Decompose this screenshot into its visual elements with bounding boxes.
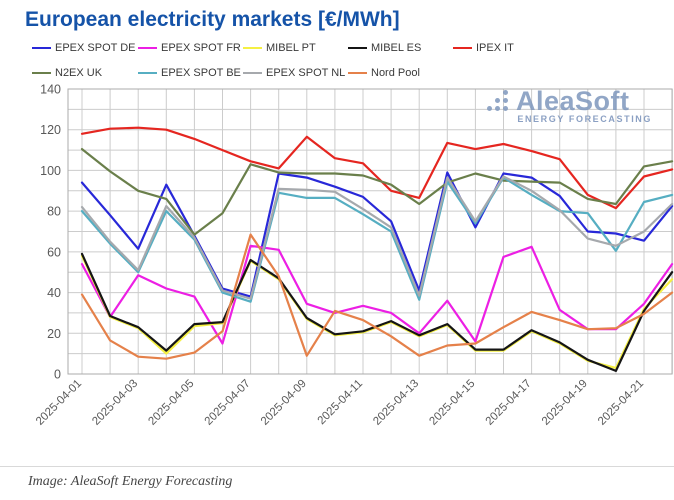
y-axis-tick-label: 80 bbox=[47, 205, 61, 219]
legend-swatch bbox=[138, 72, 157, 74]
x-axis-tick-label: 2025-04-01 bbox=[34, 378, 84, 428]
series-line-epex-spot-fr bbox=[80, 244, 674, 345]
x-axis-tick-label: 2025-04-21 bbox=[596, 378, 646, 428]
legend-swatch bbox=[453, 47, 472, 49]
x-axis-tick-label: 2025-04-15 bbox=[427, 378, 477, 428]
series-line-nord-pool bbox=[80, 233, 674, 360]
legend-item-mibel-pt: MIBEL PT bbox=[243, 40, 316, 56]
y-axis-tick-label: 40 bbox=[47, 286, 61, 300]
legend-label: EPEX SPOT NL bbox=[266, 67, 346, 79]
x-axis-tick-label: 2025-04-07 bbox=[203, 378, 253, 428]
y-axis-tick-label: 20 bbox=[47, 327, 61, 341]
legend-label: N2EX UK bbox=[55, 67, 103, 79]
legend-item-ipex-it: IPEX IT bbox=[453, 40, 514, 56]
series-line-n2ex-uk bbox=[80, 148, 674, 236]
legend-label: EPEX SPOT DE bbox=[55, 42, 136, 54]
legend-item-n2ex-uk: N2EX UK bbox=[32, 65, 102, 81]
legend-swatch bbox=[243, 72, 262, 74]
legend-item-nord-pool: Nord Pool bbox=[348, 65, 420, 81]
legend-label: EPEX SPOT FR bbox=[161, 42, 241, 54]
x-axis-tick-label: 2025-04-05 bbox=[146, 378, 196, 428]
legend-swatch bbox=[348, 47, 367, 49]
legend-swatch bbox=[348, 72, 367, 74]
y-axis-tick-label: 120 bbox=[40, 123, 61, 137]
x-axis-tick-label: 2025-04-09 bbox=[259, 378, 309, 428]
series-line-epex-spot-de bbox=[80, 171, 674, 298]
series-line-mibel-es bbox=[80, 252, 674, 372]
legend-swatch bbox=[138, 47, 157, 49]
x-axis-tick-label: 2025-04-03 bbox=[90, 378, 140, 428]
legend-item-mibel-es: MIBEL ES bbox=[348, 40, 421, 56]
legend-swatch bbox=[32, 47, 51, 49]
legend-label: MIBEL ES bbox=[371, 42, 422, 54]
series-line-epex-spot-be bbox=[80, 176, 674, 303]
chart-canvas: 0 20 40 60 80 100 120 140 2025-04-01 2025-04-03 20… bbox=[34, 83, 674, 428]
x-axis-tick-label: 2025-04-13 bbox=[371, 378, 421, 428]
chart-legend: EPEX SPOT DE EPEX SPOT FR MIBEL PT MIBEL ES… bbox=[0, 40, 674, 82]
legend-swatch bbox=[32, 72, 51, 74]
legend-label: MIBEL PT bbox=[266, 42, 316, 54]
legend-label: IPEX IT bbox=[476, 42, 514, 54]
series-line-ipex-it bbox=[80, 126, 674, 210]
y-axis-tick-label: 60 bbox=[47, 245, 61, 259]
y-axis-tick-label: 0 bbox=[54, 368, 61, 382]
legend-item-epex-spot-be: EPEX SPOT BE bbox=[138, 65, 241, 81]
footer-caption: Image: AleaSoft Energy Forecasting bbox=[28, 474, 233, 489]
x-axis-tick-label: 2025-04-11 bbox=[316, 378, 365, 427]
x-axis-tick-label: 2025-04-17 bbox=[484, 378, 534, 428]
legend-label: Nord Pool bbox=[371, 67, 420, 79]
page-title: European electricity markets [€/MWh] bbox=[25, 8, 400, 31]
y-axis-tick-label: 100 bbox=[40, 164, 61, 178]
legend-item-epex-spot-fr: EPEX SPOT FR bbox=[138, 40, 241, 56]
legend-item-epex-spot-de: EPEX SPOT DE bbox=[32, 40, 136, 56]
y-axis-tick-label: 140 bbox=[40, 83, 61, 97]
legend-swatch bbox=[243, 47, 262, 49]
legend-item-epex-spot-nl: EPEX SPOT NL bbox=[243, 65, 345, 81]
footer-divider bbox=[0, 466, 674, 467]
series-line-epex-spot-nl bbox=[80, 175, 674, 300]
x-axis-tick-label: 2025-04-19 bbox=[540, 378, 590, 428]
legend-label: EPEX SPOT BE bbox=[161, 67, 241, 79]
